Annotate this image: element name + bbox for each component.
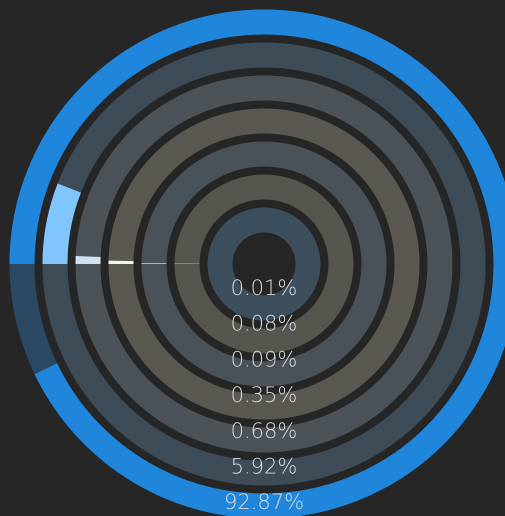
value-label: 0.09% — [231, 347, 298, 371]
ring-bar — [42, 183, 82, 265]
value-label: 0.35% — [231, 383, 298, 407]
value-label: 92.87% — [224, 490, 304, 514]
value-label: 0.01% — [231, 276, 298, 300]
value-label: 0.68% — [231, 419, 298, 443]
value-label: 5.92% — [231, 455, 298, 479]
ring-bar — [9, 9, 505, 516]
value-label: 0.08% — [231, 312, 298, 336]
center-dot — [254, 254, 274, 274]
